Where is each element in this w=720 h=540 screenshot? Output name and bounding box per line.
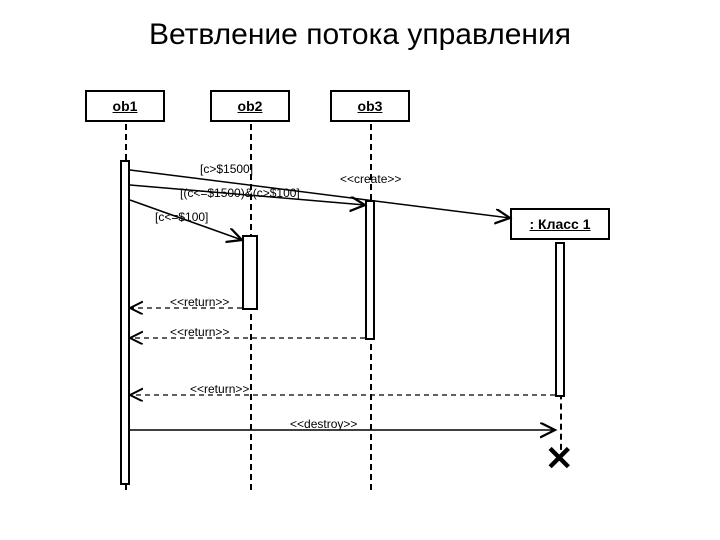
label-destroy: <<destroy>> — [290, 417, 357, 431]
label-create: <<create>> — [340, 172, 401, 186]
destroy-icon: ✕ — [545, 442, 574, 476]
sequence-diagram: ob1 ob2 ob3 : Класс 1 [c>$1500] <<create… — [60, 90, 660, 510]
label-guard3: [c<=$100] — [155, 210, 208, 224]
label-return3: <<return>> — [190, 382, 249, 396]
label-return2: <<return>> — [170, 325, 229, 339]
label-guard2: [(c<=$1500)&(c>$100] — [180, 186, 300, 200]
label-guard1: [c>$1500] — [200, 162, 253, 176]
page-title: Ветвление потока управления — [0, 18, 720, 52]
label-return1: <<return>> — [170, 295, 229, 309]
